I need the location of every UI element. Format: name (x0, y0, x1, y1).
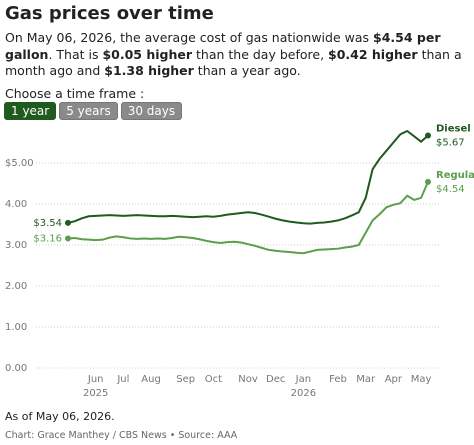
start-dot (65, 235, 71, 242)
description-part: $0.42 higher (328, 46, 418, 62)
start-value-label: $3.54 (33, 218, 62, 229)
x-tick-label: Dec (266, 374, 285, 385)
as-of: As of May 06, 2026. (5, 410, 115, 423)
x-tick-label: Mar (356, 374, 376, 385)
x-tick-label: Aug (141, 374, 161, 385)
end-value-label: $4.54 (436, 184, 465, 195)
time-frame-buttons: 1 year 5 years 30 days (4, 102, 183, 120)
description-part: than a year ago. (193, 63, 301, 78)
x-tick-label: Feb (329, 374, 347, 385)
x-tick-label: May (411, 374, 432, 385)
y-tick-label: 4.00 (5, 199, 27, 210)
description-part: . That is (48, 46, 103, 62)
description-part: On May 06, 2026, the average cost of gas… (5, 30, 373, 45)
description-part: than a month ago and (5, 46, 462, 79)
description-part: $0.05 higher (102, 46, 193, 62)
y-tick-label: 2.00 (5, 281, 27, 292)
description-part: $1.38 higher (104, 63, 194, 78)
source: Chart: Grace Manthey / CBS News • Source… (5, 430, 238, 441)
description-part: $4.54 per gallon (5, 30, 441, 62)
x-tick-label: Jul (116, 374, 129, 385)
y-tick-label: 3.00 (5, 240, 27, 251)
time-frame-button[interactable]: 30 days (120, 102, 183, 120)
legend-label: Regular (436, 170, 474, 181)
chart: 0.00 1.00 2.00 3.00 4.00 $5.00 Jun 2025 Jul Aug Se… (5, 124, 474, 399)
label-bg (36, 215, 64, 229)
title: Gas prices over time (5, 3, 214, 24)
x-tick-label: Oct (205, 374, 222, 385)
x-tick-label: Jun 2025 (83, 374, 108, 399)
end-dot (425, 132, 431, 139)
y-tick-label: 1.00 (5, 322, 27, 333)
description-part: than the day before, (192, 46, 329, 62)
y-tick-label: $5.00 (5, 158, 34, 169)
legend-label: Diesel (436, 124, 471, 135)
end-value-label: $5.67 (436, 138, 465, 149)
end-dot (425, 178, 431, 185)
time-frame-button[interactable]: 1 year (4, 102, 57, 120)
x-tick-label: Sep (176, 374, 195, 385)
line (67, 129, 429, 225)
time-frame-button[interactable]: 5 years (59, 102, 118, 120)
time-frame-label: Choose a time frame : (5, 86, 145, 101)
description: On May 06, 2026, the average cost of gas… (5, 30, 467, 80)
line (67, 181, 429, 255)
x-tick-label: Apr (385, 374, 403, 385)
x-tick-label: Jan 2026 (291, 374, 316, 399)
start-dot (65, 219, 71, 226)
start-value-label: $3.16 (33, 233, 62, 244)
y-tick-label: 0.00 (5, 363, 27, 374)
label-bg (36, 231, 64, 245)
x-tick-label: Nov (238, 374, 258, 385)
